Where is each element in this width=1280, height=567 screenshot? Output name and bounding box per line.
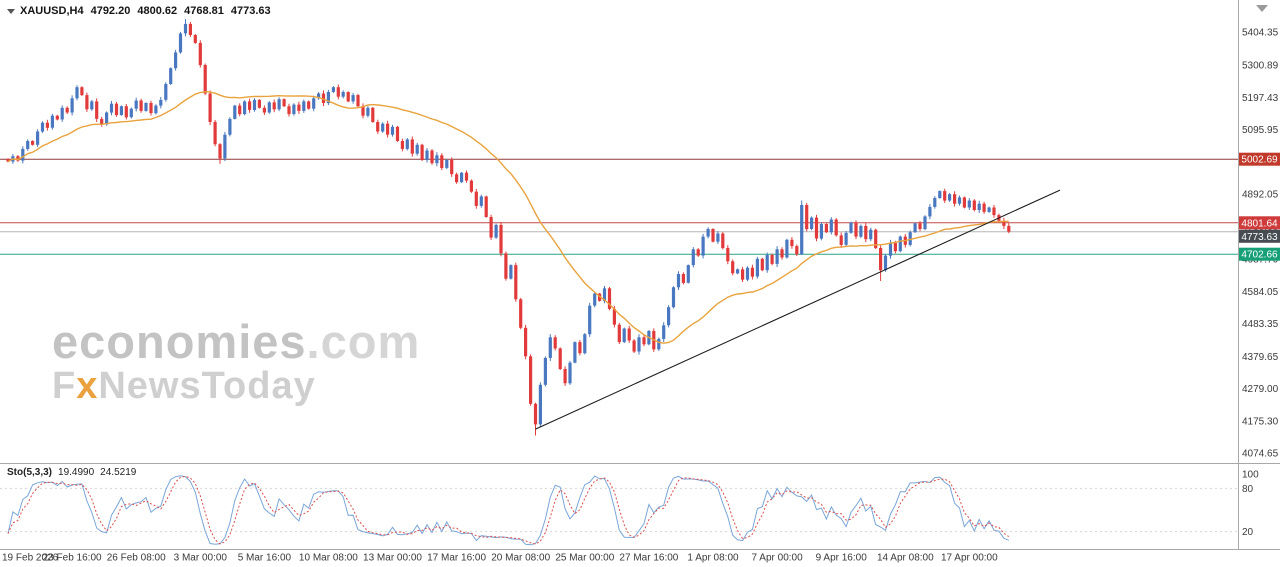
svg-text:80: 80 (1242, 484, 1254, 495)
svg-text:4379.65: 4379.65 (1242, 352, 1279, 363)
watermark-economies: economies.com (52, 315, 421, 368)
symbol-period: XAUUSD,H4 (20, 5, 84, 17)
stochastic-pane (0, 475, 1238, 546)
candlesticks (6, 19, 1011, 436)
horizontal-price-lines[interactable] (0, 158, 1238, 255)
svg-text:5404.35: 5404.35 (1242, 28, 1279, 39)
svg-text:4279.00: 4279.00 (1242, 384, 1279, 395)
ohlc-close: 4773.63 (230, 5, 271, 17)
watermark-line1-suffix: .com (306, 315, 421, 368)
svg-text:10 Mar 08:00: 10 Mar 08:00 (299, 553, 358, 564)
svg-text:100: 100 (1242, 470, 1259, 481)
svg-text:25 Mar 00:00: 25 Mar 00:00 (555, 553, 614, 564)
svg-text:4584.05: 4584.05 (1242, 287, 1279, 298)
indicator-main-value: 19.4990 (58, 467, 95, 478)
svg-text:4074.65: 4074.65 (1242, 449, 1279, 460)
svg-text:7 Apr 00:00: 7 Apr 00:00 (752, 553, 804, 564)
svg-text:14 Apr 08:00: 14 Apr 08:00 (877, 553, 934, 564)
ohlc-high: 4800.62 (137, 5, 178, 17)
svg-text:5197.43: 5197.43 (1242, 93, 1279, 104)
pane-separators (0, 0, 1280, 550)
svg-text:17 Apr 00:00: 17 Apr 00:00 (941, 553, 998, 564)
svg-text:5300.89: 5300.89 (1242, 60, 1279, 71)
svg-text:5095.95: 5095.95 (1242, 125, 1279, 136)
watermark-line2-prefix: F (52, 364, 77, 407)
svg-text:5002.69: 5002.69 (1241, 155, 1278, 166)
ohlc-open: 4792.20 (90, 5, 131, 17)
svg-text:27 Mar 16:00: 27 Mar 16:00 (619, 553, 678, 564)
svg-text:4175.30: 4175.30 (1242, 417, 1279, 428)
watermark-line2-accent: x (76, 364, 99, 407)
indicator-label: Sto(5,3,3) 19.4990 24.5219 (7, 467, 136, 478)
watermark: economies.com FxNewsToday (52, 315, 421, 407)
stochastic-main-line (7, 475, 1009, 546)
stochastic-axis[interactable]: 100 80 20 (1242, 470, 1259, 539)
moving-average-line[interactable] (7, 90, 1009, 344)
svg-text:3 Mar 00:00: 3 Mar 00:00 (174, 553, 228, 564)
svg-text:19 Feb 2026: 19 Feb 2026 (2, 553, 59, 564)
price-badges: 5002.69 4801.64 4773.63 4702.66 (1239, 152, 1280, 261)
watermark-line1-main: economies (52, 315, 307, 368)
svg-text:17 Mar 16:00: 17 Mar 16:00 (427, 553, 486, 564)
watermark-fxnewstoday: FxNewsToday (52, 364, 420, 407)
svg-text:20: 20 (1242, 527, 1254, 538)
ohlc-low: 4768.81 (184, 5, 224, 17)
svg-text:4773.63: 4773.63 (1241, 232, 1278, 243)
svg-text:23 Feb 16:00: 23 Feb 16:00 (43, 553, 102, 564)
watermark-line2-suffix: NewsToday (98, 364, 316, 407)
svg-text:26 Feb 08:00: 26 Feb 08:00 (107, 553, 166, 564)
svg-text:20 Mar 08:00: 20 Mar 08:00 (491, 553, 550, 564)
svg-text:9 Apr 16:00: 9 Apr 16:00 (816, 553, 868, 564)
svg-text:4801.64: 4801.64 (1241, 218, 1278, 229)
chart-shift-marker (1256, 5, 1268, 12)
stochastic-signal-line (7, 475, 1010, 545)
chart-title: XAUUSD,H4 4792.20 4800.62 4768.81 4773.63 (7, 5, 271, 17)
symbol-dropdown-icon (7, 9, 15, 14)
svg-text:4702.66: 4702.66 (1241, 250, 1278, 261)
price-axis[interactable]: 5404.355300.895197.435095.954994.504892.… (1242, 28, 1279, 460)
svg-text:1 Apr 08:00: 1 Apr 08:00 (687, 553, 739, 564)
indicator-name: Sto(5,3,3) (7, 467, 53, 478)
trendline[interactable] (535, 189, 1061, 430)
svg-text:4892.05: 4892.05 (1242, 190, 1279, 201)
svg-text:5 Mar 16:00: 5 Mar 16:00 (238, 553, 292, 564)
svg-text:13 Mar 00:00: 13 Mar 00:00 (363, 553, 422, 564)
svg-text:4483.35: 4483.35 (1242, 319, 1279, 330)
indicator-signal-value: 24.5219 (100, 467, 137, 478)
